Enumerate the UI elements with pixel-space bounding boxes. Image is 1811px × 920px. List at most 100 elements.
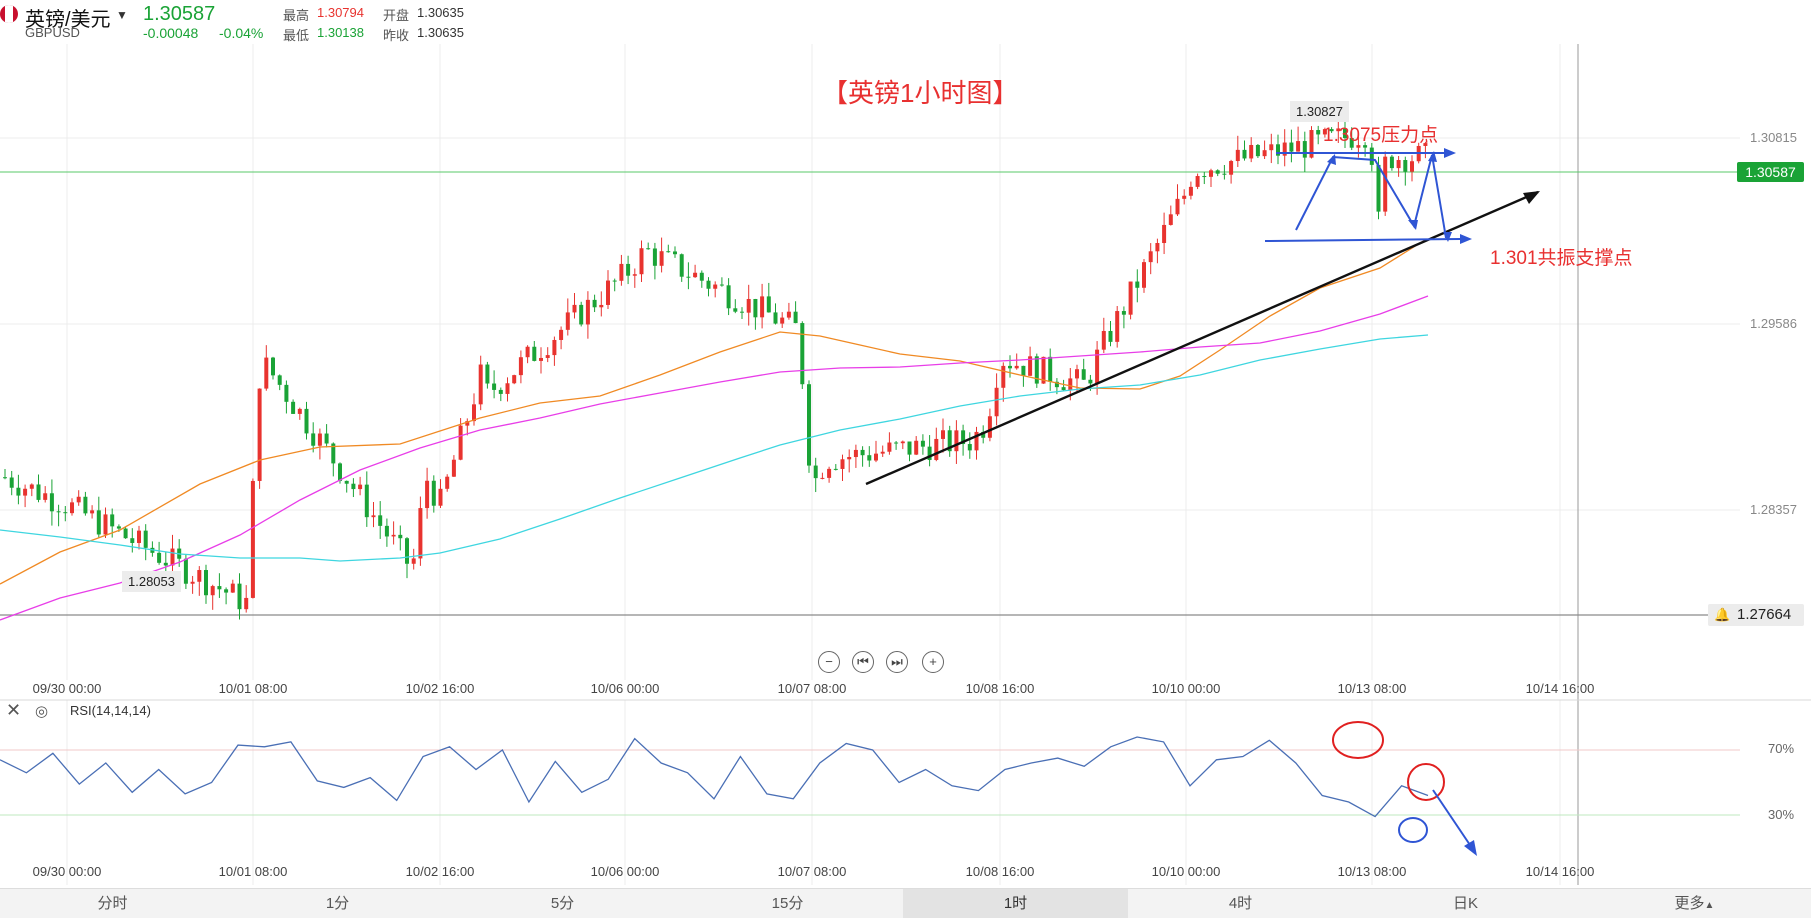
- tab-daily[interactable]: 日K: [1452, 895, 1478, 912]
- candle-body: [451, 459, 456, 477]
- candle-body: [880, 451, 885, 454]
- candle-body: [679, 254, 684, 277]
- candle-body: [1142, 262, 1146, 288]
- ma-magenta-line: [0, 295, 1429, 621]
- alert-price-badge[interactable]: 🔔 1.27664: [1708, 604, 1804, 626]
- candle-body: [780, 317, 785, 324]
- pair-name[interactable]: 英镑/美元: [25, 9, 111, 31]
- tab-fenshi[interactable]: 分时: [97, 895, 128, 912]
- candle-body: [565, 312, 570, 330]
- zoom-in-button[interactable]: +: [922, 651, 944, 673]
- scroll-to-start-button[interactable]: ⏮: [852, 651, 874, 673]
- candle-body: [987, 416, 992, 438]
- rsi-time-label: 10/02 16:00: [405, 864, 475, 879]
- candle-body: [264, 357, 269, 389]
- candle-body: [311, 433, 316, 446]
- candle-body: [230, 583, 235, 593]
- candle-body: [646, 248, 651, 250]
- tab-15min[interactable]: 15分: [771, 895, 804, 912]
- candle-body: [652, 248, 657, 266]
- candle-body: [1054, 381, 1059, 388]
- main-time-label: 10/10 00:00: [1151, 681, 1221, 696]
- candle-body: [1081, 369, 1086, 380]
- candle-body: [1061, 387, 1066, 391]
- candle-body: [190, 581, 195, 584]
- candle-body: [1296, 141, 1301, 152]
- candle-body: [9, 477, 14, 488]
- candle-body: [1115, 311, 1120, 342]
- main-time-label: 10/14 16:00: [1525, 681, 1595, 696]
- candle-body: [116, 526, 121, 529]
- candle-body: [438, 488, 443, 506]
- candle-body: [1276, 144, 1280, 156]
- high-price-tag: 1.30827: [1290, 101, 1349, 122]
- candle-body: [56, 511, 61, 513]
- candle-body: [927, 446, 932, 460]
- tab-4hour[interactable]: 4时: [1228, 895, 1253, 912]
- candle-body: [773, 312, 778, 324]
- candle-body: [364, 484, 369, 518]
- candle-body: [659, 251, 664, 266]
- stat-prevclose-value: 1.30635: [417, 25, 464, 40]
- candle-body: [96, 510, 101, 535]
- scroll-to-end-button[interactable]: ⏭: [886, 651, 908, 673]
- candle-body: [1088, 379, 1093, 384]
- candle-body: [967, 444, 972, 451]
- candle-body: [559, 329, 564, 340]
- candle-body: [1309, 130, 1314, 158]
- candle-body: [1396, 160, 1401, 169]
- candle-body: [699, 272, 704, 281]
- blue-arrowheads: [1327, 148, 1472, 244]
- tab-more[interactable]: 更多▲: [1578, 889, 1811, 918]
- ma-cyan-line: [0, 334, 1429, 562]
- bell-icon[interactable]: 🔔: [1714, 607, 1731, 622]
- tab-1min[interactable]: 1分: [325, 895, 350, 912]
- candle-body: [1215, 170, 1220, 174]
- candle-body: [331, 443, 336, 464]
- quote-header: 英镑/美元 ▼ GBPUSD 1.30587 -0.00048 -0.04% 最…: [0, 0, 1811, 44]
- candle-body: [498, 389, 503, 394]
- candle-body: [666, 251, 671, 253]
- candle-body: [947, 430, 952, 452]
- candle-body: [445, 476, 450, 489]
- candle-body: [599, 304, 604, 308]
- candle-body: [1209, 170, 1213, 177]
- rsi-level-30: 30%: [1768, 807, 1795, 822]
- main-time-label: 10/07 08:00: [777, 681, 847, 696]
- candle-body: [123, 528, 128, 539]
- candle-body: [371, 515, 376, 518]
- candle-body: [16, 487, 21, 496]
- chevron-down-icon[interactable]: ▼: [116, 8, 128, 22]
- candle-body: [719, 284, 724, 286]
- candle-body: [304, 408, 309, 434]
- price-tick-1: 1.30815: [1750, 130, 1797, 145]
- tab-1hour[interactable]: 1时: [903, 889, 1128, 918]
- candle-body: [297, 408, 302, 414]
- candle-body: [840, 459, 845, 469]
- candle-body: [250, 480, 255, 598]
- trendline-arrowhead: [1523, 191, 1540, 204]
- candle-body: [713, 284, 718, 289]
- candle-body: [391, 534, 396, 537]
- candle-body: [1229, 161, 1234, 175]
- candle-body: [36, 484, 41, 500]
- indicator-settings-icon[interactable]: ◎: [35, 703, 49, 720]
- candle-body: [827, 468, 832, 478]
- rsi-time-label: 10/01 08:00: [218, 864, 288, 879]
- candle-body: [518, 357, 523, 376]
- zoom-out-button[interactable]: −: [818, 651, 840, 673]
- candle-body: [860, 449, 865, 456]
- main-time-label: 10/08 16:00: [965, 681, 1035, 696]
- candle-body: [1001, 365, 1006, 388]
- candle-body: [204, 570, 208, 596]
- close-indicator-icon[interactable]: ✕: [6, 700, 22, 720]
- candle-body: [358, 484, 363, 490]
- candle-body: [257, 388, 262, 481]
- blue-pattern-lines: [1264, 152, 1461, 242]
- current-price-label: 1.30587: [1737, 162, 1804, 182]
- price-chart[interactable]: [0, 44, 1811, 888]
- candle-body: [1376, 164, 1381, 212]
- tab-5min[interactable]: 5分: [550, 895, 575, 912]
- candle-body: [934, 438, 939, 460]
- candle-body: [733, 308, 738, 312]
